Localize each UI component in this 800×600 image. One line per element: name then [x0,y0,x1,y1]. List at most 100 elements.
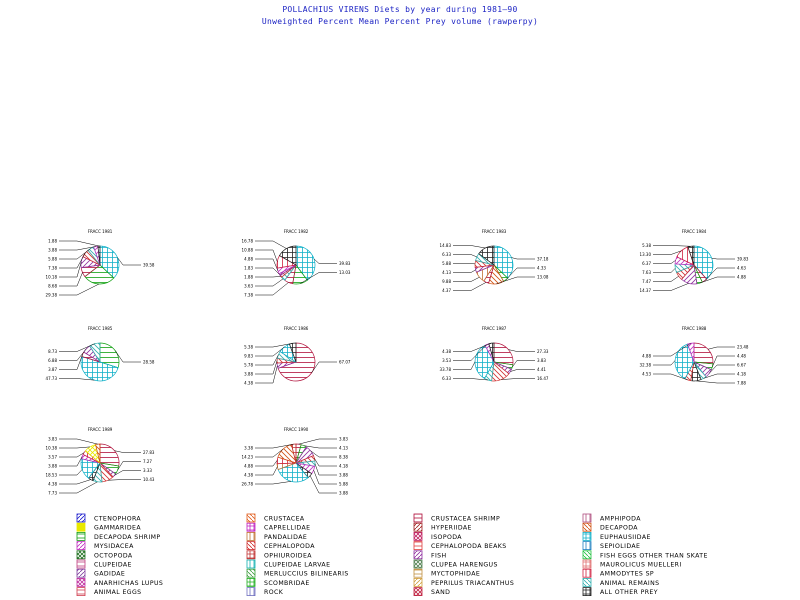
data-label: 39.83 [339,261,351,266]
data-label: 16.47 [537,376,549,381]
data-label: 3.53 [442,358,451,363]
leader-line [453,254,477,258]
leader-line [59,469,83,476]
data-label: 4.18 [339,464,348,469]
data-label: 13.03 [339,270,351,275]
data-label: 3.87 [48,367,57,372]
data-label: 1.83 [244,266,253,271]
leader-line [255,460,278,467]
pie-fracc-1982: FRACC 1982 16.78 10.88 4.88 1.83 1.88 3.63 7.38… [242,229,351,298]
data-label: 3.63 [244,284,253,289]
leader-line [255,267,280,275]
leader-line [107,479,141,481]
leader-line [300,272,337,284]
data-label: 4.13 [442,270,451,275]
data-label: 6.67 [737,363,746,368]
leader-line [712,355,735,367]
data-label: 4.37 [442,288,451,293]
pie-fracc-1988: FRACC 1988 4.88 32.38 4.53 23.48 4.48 6.67 4.18… [640,326,749,386]
leader-line [255,258,279,272]
pie-title: FRACC 1985 [88,326,113,331]
data-label: 3.33 [143,468,152,473]
pie-fracc-1990: FRACC 1990 3.38 14.23 4.88 4.38 26.78 3.83 4.13… [242,427,349,496]
data-label: 7.47 [642,279,651,284]
data-label: 27.33 [537,349,549,354]
leader-line [255,278,284,287]
leader-line [255,346,285,357]
data-label: 3.83 [48,437,57,442]
leader-line [711,257,735,260]
data-label: 6.33 [442,376,451,381]
leader-line [510,369,535,372]
data-label: 13.30 [640,252,652,257]
data-label: 8.68 [48,284,57,289]
data-label: 27.83 [143,450,155,455]
data-label: 6.88 [48,358,57,363]
leader-line [496,276,535,285]
leader-line [255,276,281,278]
pie-fracc-1981: FRACC 1981 1.88 3.88 5.88 7.38 10.18 8.68 29.38… [46,229,155,298]
pie-slice-crustacea-shrimp [99,443,120,467]
data-label: 4.88 [737,275,746,280]
leader-line [453,378,488,381]
data-label: 4.48 [737,354,746,359]
leader-line [59,481,98,494]
leader-line [453,269,476,273]
data-label: 4.38 [244,473,253,478]
data-label: 13.08 [537,275,549,280]
data-label: 4.33 [537,266,546,271]
leader-line [653,283,689,291]
leader-line [511,257,535,260]
data-label: 4.53 [642,372,651,377]
pie-slice-all-other-prey [478,245,495,266]
data-label: 32.38 [640,363,652,368]
leader-line [298,438,337,445]
leader-line [708,364,735,374]
leader-line [505,267,535,281]
data-label: 3.88 [244,372,253,377]
leader-line [704,267,735,281]
leader-line [59,272,83,287]
data-label: 9.88 [442,279,451,284]
leader-line [255,360,278,375]
data-label: 3.57 [48,455,57,460]
leader-line [255,481,292,485]
pie-title: FRACC 1981 [88,229,113,234]
data-label: 3.88 [339,491,348,496]
pie-slice-crustacea-shrimp [493,342,514,366]
pie-title: FRACC 1990 [284,427,309,432]
data-label: 10.88 [242,248,254,253]
leader-line [653,245,691,247]
leader-line [59,343,95,352]
leader-line [508,349,535,352]
data-label: 39.58 [143,263,155,268]
leader-line [313,258,337,264]
data-label: 23.48 [737,345,749,350]
data-label: 5.38 [642,243,651,248]
leader-line [114,470,141,476]
data-label: 9.83 [244,354,253,359]
data-label: 29.38 [46,293,58,298]
data-label: 4.38 [442,349,451,354]
data-label: 5.88 [339,482,348,487]
pie-slice-euphausiidae [277,462,309,483]
pie-slice-mysidacea [687,342,695,363]
data-label: 14.23 [242,455,254,460]
data-label: 5.78 [244,363,253,368]
leader-line [453,344,488,361]
chart-title: POLLACHIUS VIRENS Diets by year during 1… [282,5,518,14]
data-label: 26.78 [242,482,254,487]
leader-line [59,438,98,445]
leader-line [59,240,100,247]
leader-line [255,365,278,384]
pie-title: FRACC 1984 [682,229,707,234]
data-label: 8.73 [48,349,57,354]
data-label: 5.88 [442,261,451,266]
leader-line [699,276,735,284]
leader-line [313,470,337,485]
leader-line [453,245,486,249]
data-label: 4.63 [737,266,746,271]
leader-line [309,475,337,494]
leader-line [59,378,95,381]
